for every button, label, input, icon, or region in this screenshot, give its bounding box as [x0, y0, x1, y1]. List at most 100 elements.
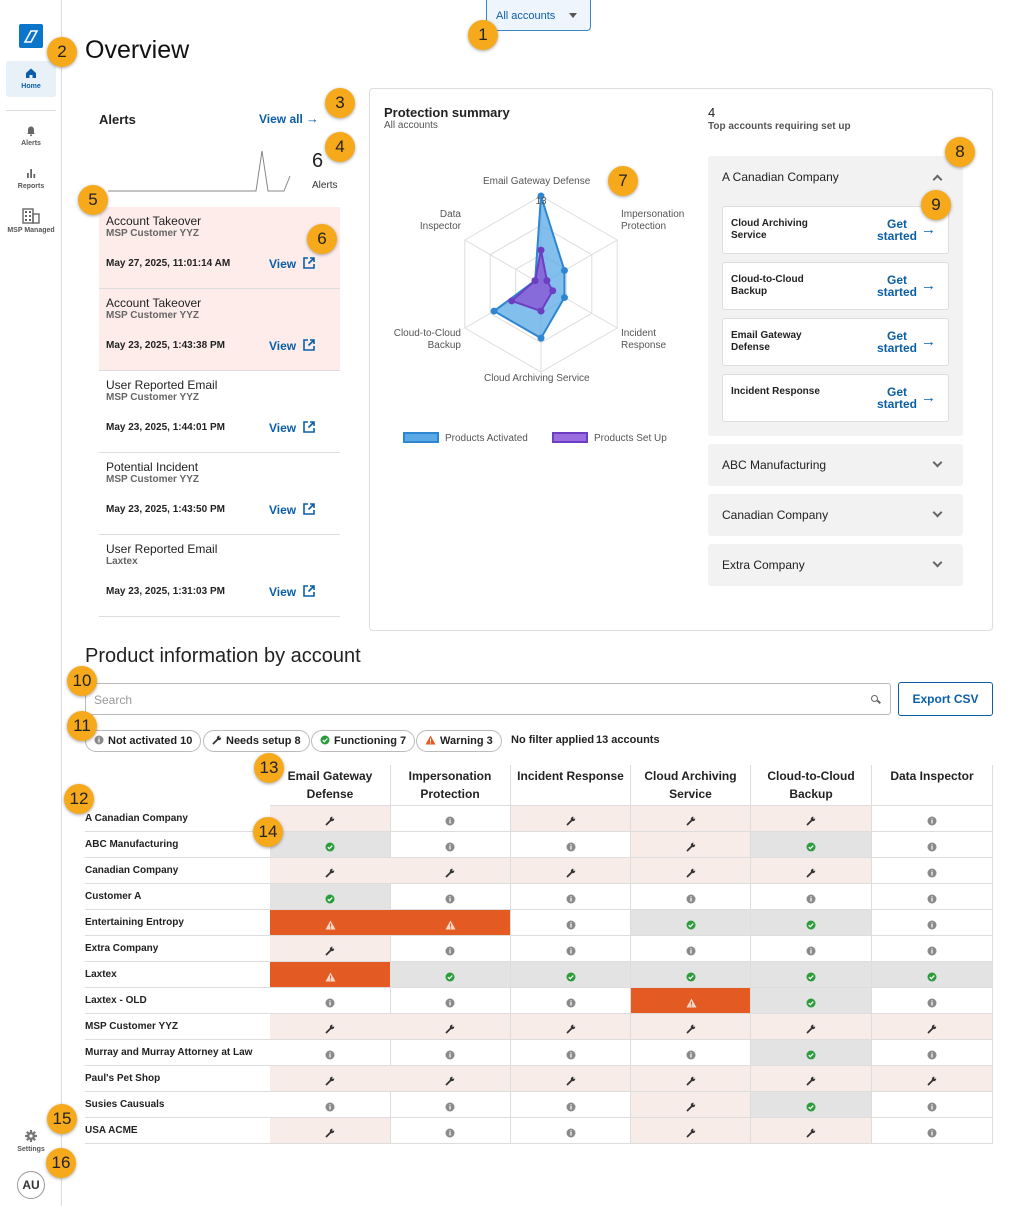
setup-card[interactable]: Cloud-to-Cloud Backup Get started →	[722, 262, 949, 310]
status-cell[interactable]	[511, 858, 631, 883]
chevron-down-icon[interactable]	[932, 457, 943, 468]
search-input[interactable]: Search	[85, 683, 891, 715]
status-cell[interactable]	[872, 858, 993, 883]
status-cell[interactable]	[511, 884, 631, 909]
chevron-down-icon[interactable]	[932, 507, 943, 518]
table-row[interactable]: MSP Customer YYZ	[85, 1014, 993, 1040]
legend-activated[interactable]: Products Activated	[403, 432, 528, 444]
status-cell[interactable]	[631, 858, 751, 883]
status-cell[interactable]	[270, 832, 391, 857]
status-cell[interactable]	[511, 806, 631, 831]
account-name[interactable]: Paul's Pet Shop	[85, 1073, 161, 1084]
status-cell[interactable]	[511, 832, 631, 857]
accordion-account-name[interactable]: A Canadian Company	[722, 170, 839, 184]
column-header[interactable]: Email Gateway Defense	[270, 765, 391, 806]
column-header[interactable]: Data Inspector	[872, 765, 993, 806]
status-cell[interactable]	[390, 910, 511, 935]
status-cell[interactable]	[751, 988, 872, 1013]
status-cell[interactable]	[631, 1014, 751, 1039]
avatar[interactable]: AU	[17, 1171, 45, 1199]
status-cell[interactable]	[511, 1040, 631, 1065]
sidebar-item-home[interactable]: Home	[6, 61, 56, 97]
status-cell[interactable]	[872, 910, 993, 935]
status-cell[interactable]	[872, 936, 993, 961]
setup-card[interactable]: Cloud Archiving Service Get started →	[722, 206, 949, 254]
status-cell[interactable]	[511, 988, 631, 1013]
status-cell[interactable]	[511, 962, 631, 987]
status-cell[interactable]	[751, 910, 872, 935]
status-cell[interactable]	[631, 1040, 751, 1065]
status-cell[interactable]	[270, 910, 391, 935]
account-name[interactable]: Murray and Murray Attorney at Law	[85, 1047, 253, 1058]
alert-item[interactable]: User Reported Email Laxtex May 23, 2025, 1…	[99, 535, 340, 617]
table-row[interactable]: Susies Causuals	[85, 1092, 993, 1118]
account-name[interactable]: A Canadian Company	[85, 813, 188, 824]
table-row[interactable]: Paul's Pet Shop	[85, 1066, 993, 1092]
table-row[interactable]: Laxtex - OLD	[85, 988, 993, 1014]
accordion-account-closed[interactable]: ABC Manufacturing	[708, 444, 963, 486]
sidebar-item-msp-managed[interactable]: MSP Managed	[6, 208, 56, 234]
status-cell[interactable]	[270, 962, 391, 987]
status-cell[interactable]	[751, 1092, 872, 1117]
alert-view-link[interactable]: View	[269, 584, 316, 601]
status-cell[interactable]	[511, 936, 631, 961]
arrow-right-icon[interactable]: →	[921, 221, 936, 238]
status-cell[interactable]	[270, 936, 391, 961]
accordion-account-closed[interactable]: Extra Company	[708, 544, 963, 586]
status-cell[interactable]	[390, 806, 511, 831]
setup-card[interactable]: Incident Response Get started →	[722, 374, 949, 422]
status-cell[interactable]	[872, 832, 993, 857]
get-started-link[interactable]: Get started	[876, 273, 917, 299]
status-cell[interactable]	[751, 806, 872, 831]
account-name[interactable]: ABC Manufacturing	[85, 839, 179, 850]
status-cell[interactable]	[872, 1092, 993, 1117]
status-cell[interactable]	[751, 832, 872, 857]
status-cell[interactable]	[631, 806, 751, 831]
status-cell[interactable]	[751, 858, 872, 883]
status-cell[interactable]	[631, 962, 751, 987]
status-cell[interactable]	[751, 962, 872, 987]
status-cell[interactable]	[270, 858, 391, 883]
status-cell[interactable]	[751, 1040, 872, 1065]
filter-chip[interactable]: Needs setup 8	[203, 730, 310, 752]
setup-card[interactable]: Email Gateway Defense Get started →	[722, 318, 949, 366]
status-cell[interactable]	[631, 884, 751, 909]
column-header[interactable]: Cloud-to-Cloud Backup	[751, 765, 872, 806]
account-selector[interactable]: All accounts	[486, 0, 591, 31]
status-cell[interactable]	[872, 806, 993, 831]
table-row[interactable]: USA ACME	[85, 1118, 993, 1144]
status-cell[interactable]	[390, 962, 511, 987]
chevron-up-icon[interactable]	[932, 174, 943, 185]
status-cell[interactable]	[751, 936, 872, 961]
status-cell[interactable]	[390, 1092, 511, 1117]
status-cell[interactable]	[390, 1066, 511, 1091]
alert-view-link[interactable]: View	[269, 420, 316, 437]
sidebar-item-reports[interactable]: Reports	[6, 166, 56, 190]
account-name[interactable]: Laxtex - OLD	[85, 995, 147, 1006]
status-cell[interactable]	[270, 1118, 391, 1143]
status-cell[interactable]	[390, 988, 511, 1013]
status-cell[interactable]	[511, 1014, 631, 1039]
status-cell[interactable]	[390, 1118, 511, 1143]
account-name[interactable]: Laxtex	[85, 969, 117, 980]
get-started-link[interactable]: Get started	[876, 329, 917, 355]
account-name[interactable]: Customer A	[85, 891, 142, 902]
status-cell[interactable]	[631, 936, 751, 961]
filter-chip[interactable]: Warning 3	[416, 730, 502, 752]
status-cell[interactable]	[631, 1118, 751, 1143]
account-name[interactable]: Canadian Company	[85, 865, 179, 876]
status-cell[interactable]	[390, 858, 511, 883]
status-cell[interactable]	[872, 1066, 993, 1091]
status-cell[interactable]	[270, 806, 391, 831]
sidebar-item-settings[interactable]: Settings	[6, 1129, 56, 1153]
sidebar-item-alerts[interactable]: Alerts	[6, 123, 56, 147]
alert-item[interactable]: Account Takeover MSP Customer YYZ May 23, …	[99, 289, 340, 371]
column-header[interactable]: Impersonation Protection	[390, 765, 511, 806]
legend-setup[interactable]: Products Set Up	[552, 432, 667, 444]
filter-chip[interactable]: Functioning 7	[311, 730, 416, 752]
table-row[interactable]: A Canadian Company	[85, 806, 993, 832]
alert-view-link[interactable]: View	[269, 256, 316, 273]
status-cell[interactable]	[270, 1066, 391, 1091]
status-cell[interactable]	[390, 1040, 511, 1065]
status-cell[interactable]	[631, 988, 751, 1013]
